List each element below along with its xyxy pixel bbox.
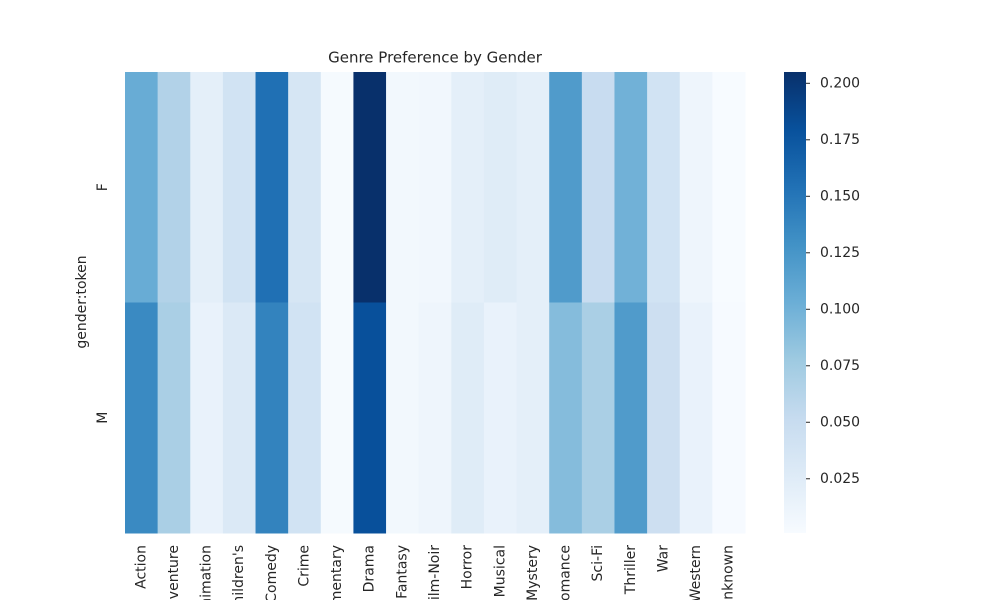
colorbar-tick-label: 0.150 xyxy=(820,188,860,204)
y-tick-label: F xyxy=(95,183,111,191)
x-tick-label: War xyxy=(655,545,671,573)
colorbar-tick-label: 0.025 xyxy=(820,471,860,487)
heatmap-cell xyxy=(288,72,322,303)
heatmap-cell xyxy=(549,72,583,303)
heatmap-cell xyxy=(418,72,452,303)
heatmap-cell xyxy=(483,302,518,534)
heatmap-cell xyxy=(516,302,550,534)
heatmap-cell xyxy=(712,72,746,303)
heatmap-cell xyxy=(647,72,681,303)
heatmap-cell xyxy=(386,302,420,534)
heatmap-cell xyxy=(288,302,322,534)
x-tick-label: unknown xyxy=(721,545,737,600)
heatmap-cell xyxy=(679,302,713,534)
heatmap-cell xyxy=(581,302,615,534)
heatmap-cell xyxy=(190,72,224,303)
colorbar-tick-label: 0.200 xyxy=(820,75,860,91)
heatmap-cell xyxy=(516,72,550,303)
colorbar-tick-label: 0.050 xyxy=(820,414,860,430)
heatmap-cell xyxy=(255,72,289,303)
heatmap-cell xyxy=(353,72,387,303)
x-tick-label: Animation xyxy=(199,545,215,600)
heatmap-cell xyxy=(418,302,452,534)
y-tick-label: M xyxy=(95,412,111,424)
heatmap-cell xyxy=(581,72,615,303)
heatmap-cell xyxy=(451,72,485,303)
heatmap-cell xyxy=(614,302,648,534)
x-tick-label: Horror xyxy=(460,545,476,590)
heatmap-cell xyxy=(222,72,257,303)
heatmap-cell xyxy=(222,302,257,534)
heatmap-cell xyxy=(679,72,713,303)
x-tick-label: Fantasy xyxy=(394,545,410,599)
heatmap-cell xyxy=(157,72,191,303)
x-tick-label: Comedy xyxy=(264,545,280,600)
heatmap-cell xyxy=(451,302,485,534)
heatmap-cell xyxy=(549,302,583,534)
x-tick-label: Documentary xyxy=(329,545,345,600)
x-tick-label: Romance xyxy=(558,545,574,600)
heatmap-cell xyxy=(712,302,746,534)
colorbar-tick-label: 0.075 xyxy=(820,358,860,374)
y-axis-label: gender:token xyxy=(74,255,90,348)
colorbar-tick-label: 0.100 xyxy=(820,301,860,317)
x-tick-label: Thriller xyxy=(623,545,639,595)
heatmap-cell xyxy=(157,302,191,534)
x-tick-label: Western xyxy=(688,545,704,600)
colorbar xyxy=(784,72,806,533)
x-tick-label: Adventure xyxy=(166,545,182,600)
heatmap-cell xyxy=(190,302,224,534)
heatmap-cell xyxy=(483,72,518,303)
colorbar-tick-label: 0.125 xyxy=(820,245,860,261)
heatmap-cell xyxy=(320,72,354,303)
heatmap-cell xyxy=(255,302,289,534)
x-tick-label: Crime xyxy=(296,545,312,587)
x-tick-label: Sci-Fi xyxy=(590,545,606,581)
heatmap-cell xyxy=(320,302,354,534)
heatmap-cell xyxy=(647,302,681,534)
x-tick-label: Action xyxy=(133,545,149,589)
heatmap-cell xyxy=(125,302,159,534)
x-tick-label: Children's xyxy=(231,545,247,600)
heatmap-cell xyxy=(125,72,159,303)
x-tick-label: Film-Noir xyxy=(427,545,443,600)
colorbar-tick-label: 0.175 xyxy=(820,132,860,148)
x-tick-label: Musical xyxy=(492,545,508,597)
x-tick-label: Drama xyxy=(362,545,378,592)
heatmap-cell xyxy=(386,72,420,303)
x-tick-label: Mystery xyxy=(525,545,541,600)
chart-title: Genre Preference by Gender xyxy=(328,49,543,67)
heatmap-cell xyxy=(614,72,648,303)
heatmap-cell xyxy=(353,302,387,534)
